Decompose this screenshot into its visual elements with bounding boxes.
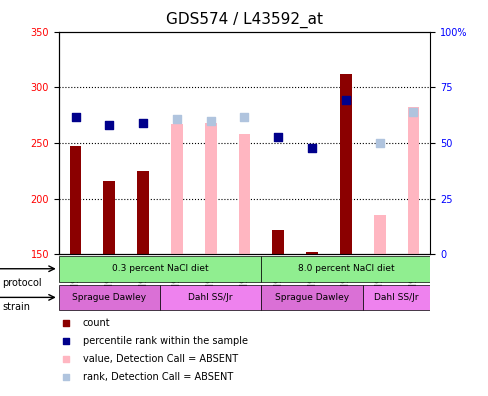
Point	[341, 97, 349, 103]
FancyBboxPatch shape	[160, 284, 261, 310]
Point	[307, 144, 315, 150]
Text: Sprague Dawley: Sprague Dawley	[72, 293, 146, 302]
Bar	[305, 252, 317, 254]
Text: Dahl SS/Jr: Dahl SS/Jr	[188, 293, 232, 302]
Bar	[272, 230, 284, 254]
Point	[72, 114, 80, 121]
Bar	[373, 215, 385, 254]
Text: strain: strain	[2, 302, 30, 312]
Text: protocol: protocol	[2, 278, 42, 288]
FancyBboxPatch shape	[261, 284, 362, 310]
Point	[173, 115, 181, 122]
Text: rank, Detection Call = ABSENT: rank, Detection Call = ABSENT	[82, 371, 233, 382]
Point	[139, 120, 147, 126]
Bar	[103, 181, 115, 254]
Text: percentile rank within the sample: percentile rank within the sample	[82, 336, 247, 346]
Bar	[69, 147, 81, 254]
Text: Sprague Dawley: Sprague Dawley	[274, 293, 348, 302]
Point	[105, 122, 113, 128]
Bar	[407, 107, 419, 254]
Bar	[171, 124, 183, 254]
Bar	[137, 171, 149, 254]
Bar	[339, 74, 351, 254]
Text: count: count	[82, 318, 110, 328]
FancyBboxPatch shape	[59, 256, 261, 282]
FancyBboxPatch shape	[59, 284, 160, 310]
Point	[375, 140, 383, 146]
FancyBboxPatch shape	[362, 284, 429, 310]
Point	[206, 118, 214, 124]
Point	[307, 243, 315, 249]
Text: 0.3 percent NaCl diet: 0.3 percent NaCl diet	[111, 264, 208, 273]
Bar	[204, 123, 216, 254]
Point	[240, 114, 248, 121]
Text: Dahl SS/Jr: Dahl SS/Jr	[373, 293, 418, 302]
Text: 8.0 percent NaCl diet: 8.0 percent NaCl diet	[297, 264, 393, 273]
Point	[408, 109, 416, 115]
FancyBboxPatch shape	[261, 256, 429, 282]
Point	[274, 134, 282, 141]
Title: GDS574 / L43592_at: GDS574 / L43592_at	[165, 11, 323, 28]
Point	[307, 83, 315, 89]
Bar	[238, 134, 250, 254]
Text: value, Detection Call = ABSENT: value, Detection Call = ABSENT	[82, 354, 238, 364]
